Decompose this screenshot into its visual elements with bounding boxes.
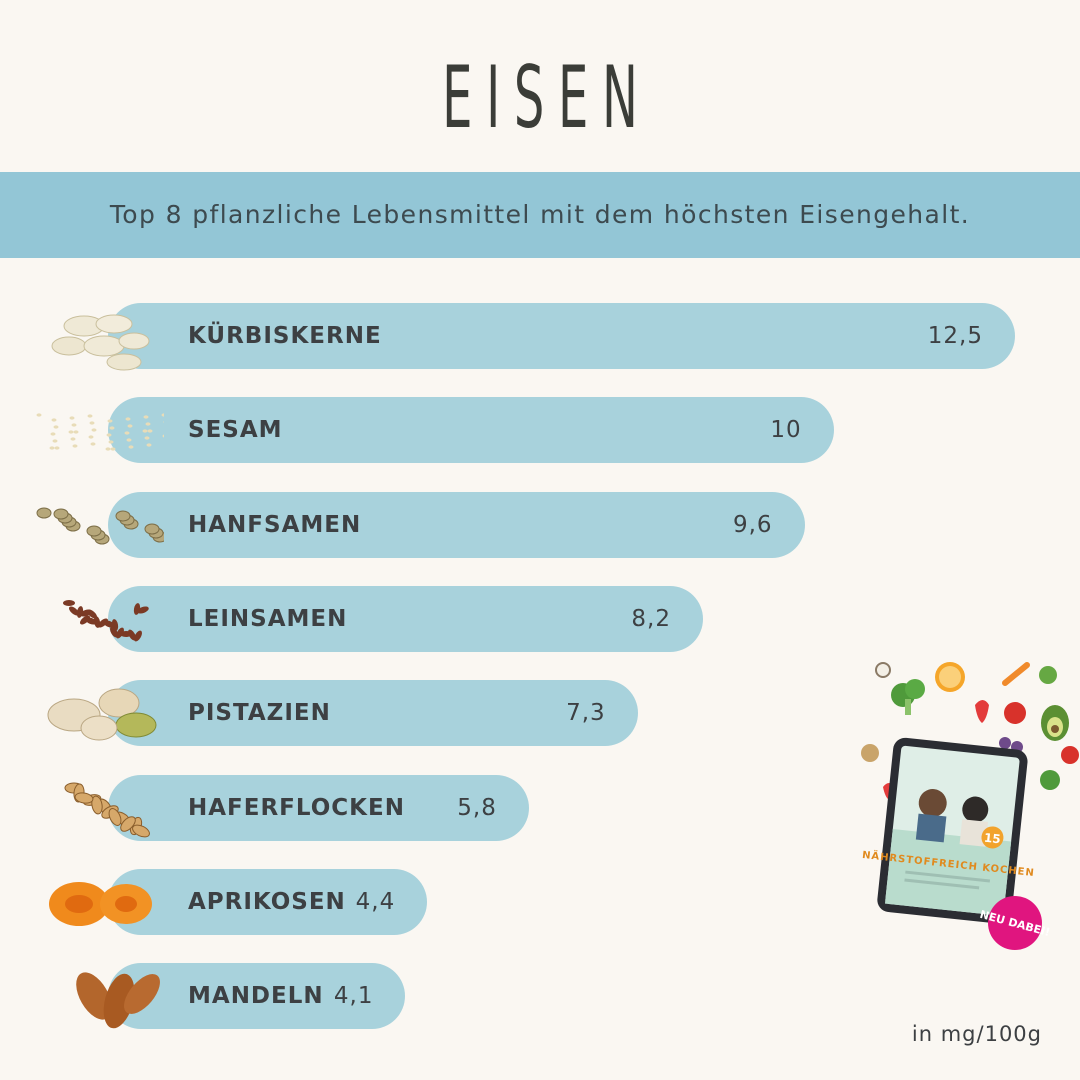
oat-flakes-icon (24, 768, 164, 848)
pistachio-icon (24, 673, 164, 753)
hemp-seeds-icon (24, 485, 168, 565)
bar-category-label: MANDELN (188, 983, 324, 1009)
bar-category-label: KÜRBISKERNE (188, 323, 382, 349)
chart-bar (108, 492, 805, 558)
chart-bar (108, 303, 1015, 369)
bar-category-label: SESAM (188, 417, 283, 443)
bar-value-label: 12,5 (927, 323, 983, 349)
bar-value-label: 8,2 (631, 606, 671, 632)
bar-category-label: HAFERFLOCKEN (188, 795, 405, 821)
ebook-tablet-icon: 15 NÄHRSTOFFREICH KOCHEN NEU DABEI! (861, 662, 1079, 950)
chart-bar (108, 963, 406, 1029)
chart-bar (108, 397, 834, 463)
chart-bar (108, 680, 638, 746)
book-number: 15 (983, 831, 1001, 847)
bar-value-label: 4,1 (333, 983, 374, 1009)
bar-category-label: PISTAZIEN (188, 700, 331, 726)
apricot-icon (24, 862, 164, 942)
ebook-promo[interactable]: 15 NÄHRSTOFFREICH KOCHEN NEU DABEI! (855, 655, 1080, 955)
chart-bar (108, 586, 703, 652)
unit-label: in mg/100g (911, 1022, 1042, 1046)
pumpkin-seeds-icon (24, 296, 164, 376)
bar-value-label: 4,4 (355, 889, 396, 915)
bar-value-label: 10 (770, 417, 802, 443)
bar-value-label: 5,8 (457, 795, 497, 821)
almond-icon (24, 956, 164, 1036)
chart-bar (108, 869, 428, 935)
flaxseed-icon (24, 579, 164, 659)
subtitle-banner: Top 8 pflanzliche Lebensmittel mit dem h… (0, 172, 1080, 258)
bar-category-label: HANFSAMEN (188, 512, 362, 538)
page-title: EISEN (442, 48, 652, 148)
chart-bar (108, 775, 529, 841)
bar-category-label: APRIKOSEN (188, 889, 346, 915)
bar-category-label: LEINSAMEN (188, 606, 348, 632)
sesame-icon (24, 390, 171, 470)
bar-value-label: 9,6 (732, 512, 773, 538)
subtitle: Top 8 pflanzliche Lebensmittel mit dem h… (109, 200, 971, 229)
bar-value-label: 7,3 (566, 700, 606, 726)
